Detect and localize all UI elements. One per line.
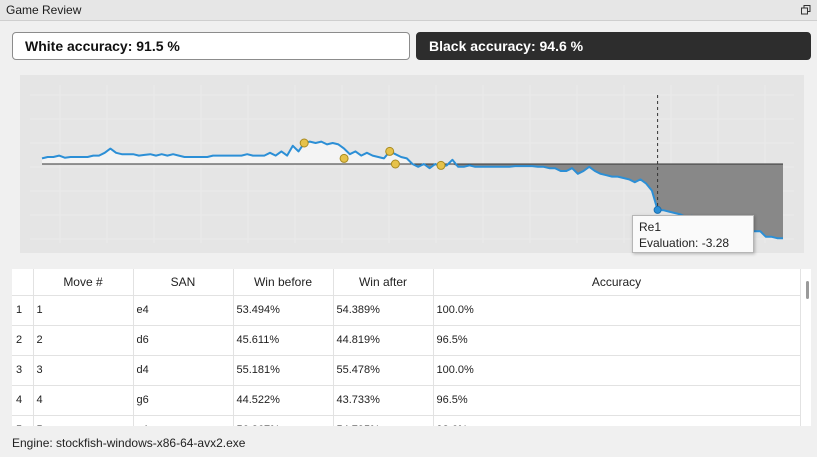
- cell-move: 3: [33, 355, 134, 386]
- cell-win-before: 56.267%: [233, 415, 334, 426]
- cell-move: 1: [33, 295, 134, 326]
- row-index: 3: [12, 355, 34, 386]
- cell-accuracy: 93.6%: [433, 415, 801, 426]
- inaccuracy-marker: [339, 153, 349, 163]
- cell-win-before: 55.181%: [233, 355, 334, 386]
- table-scrollbar[interactable]: [806, 281, 809, 299]
- cell-move: 4: [33, 385, 134, 416]
- inaccuracy-marker: [385, 146, 395, 156]
- tooltip-evaluation: Evaluation: -3.28: [639, 236, 730, 250]
- column-header-win-after[interactable]: Win after: [333, 269, 434, 296]
- cell-win-after: 55.478%: [333, 355, 434, 386]
- tooltip-move: Re1: [639, 220, 662, 234]
- cell-move: 2: [33, 325, 134, 356]
- status-bar: Engine: stockfish-windows-x86-64-avx2.ex…: [0, 428, 817, 457]
- column-header-san[interactable]: SAN: [133, 269, 234, 296]
- evaluation-chart[interactable]: Re1 Evaluation: -3.28: [20, 75, 804, 253]
- row-index: 5: [12, 415, 34, 426]
- row-index: 2: [12, 325, 34, 356]
- cell-san: g6: [133, 385, 234, 416]
- cell-accuracy: 100.0%: [433, 295, 801, 326]
- white-advantage-area: [42, 141, 783, 164]
- inaccuracy-marker: [299, 138, 309, 148]
- cell-win-after: 54.389%: [333, 295, 434, 326]
- cell-san: d6: [133, 325, 234, 356]
- cell-accuracy: 100.0%: [433, 355, 801, 386]
- engine-label: Engine: stockfish-windows-x86-64-avx2.ex…: [12, 435, 246, 450]
- window-titlebar: Game Review: [0, 0, 817, 21]
- cell-san: d4: [133, 355, 234, 386]
- table-row[interactable]: 2 2 d6 45.611% 44.819% 96.5%: [12, 325, 801, 356]
- cell-win-after: 54.795%: [333, 415, 434, 426]
- table-header-row: Move # SAN Win before Win after Accuracy: [12, 269, 801, 296]
- moves-table[interactable]: Move # SAN Win before Win after Accuracy…: [12, 269, 811, 426]
- black-accuracy-label: Black accuracy: 94.6 %: [429, 38, 584, 54]
- inaccuracy-marker: [390, 159, 400, 169]
- column-header-win-before[interactable]: Win before: [233, 269, 334, 296]
- row-header-corner: [12, 269, 34, 296]
- cell-win-before: 53.494%: [233, 295, 334, 326]
- row-index: 1: [12, 295, 34, 326]
- cell-win-after: 43.733%: [333, 385, 434, 416]
- window-title: Game Review: [6, 3, 82, 17]
- black-advantage-area: [42, 164, 783, 239]
- white-accuracy-box: White accuracy: 91.5 %: [12, 32, 410, 60]
- row-index: 4: [12, 385, 34, 416]
- cell-accuracy: 96.5%: [433, 385, 801, 416]
- black-accuracy-box: Black accuracy: 94.6 %: [416, 32, 811, 60]
- cell-san: c4: [133, 415, 234, 426]
- restore-window-icon[interactable]: [799, 3, 813, 17]
- cell-win-before: 45.611%: [233, 325, 334, 356]
- chart-tooltip: Re1 Evaluation: -3.28: [632, 215, 754, 253]
- cell-accuracy: 96.5%: [433, 325, 801, 356]
- table-row[interactable]: 5 5 c4 56.267% 54.795% 93.6%: [12, 415, 801, 426]
- cell-win-before: 44.522%: [233, 385, 334, 416]
- cell-win-after: 44.819%: [333, 325, 434, 356]
- cell-san: e4: [133, 295, 234, 326]
- table-row[interactable]: 1 1 e4 53.494% 54.389% 100.0%: [12, 295, 801, 326]
- table-row[interactable]: 4 4 g6 44.522% 43.733% 96.5%: [12, 385, 801, 416]
- evaluation-chart-svg[interactable]: [20, 75, 804, 253]
- cursor-point: [653, 205, 662, 214]
- column-header-accuracy[interactable]: Accuracy: [433, 269, 801, 296]
- table-row[interactable]: 3 3 d4 55.181% 55.478% 100.0%: [12, 355, 801, 386]
- column-header-move[interactable]: Move #: [33, 269, 134, 296]
- white-accuracy-label: White accuracy: 91.5 %: [25, 38, 180, 54]
- cell-move: 5: [33, 415, 134, 426]
- inaccuracy-marker: [436, 160, 446, 170]
